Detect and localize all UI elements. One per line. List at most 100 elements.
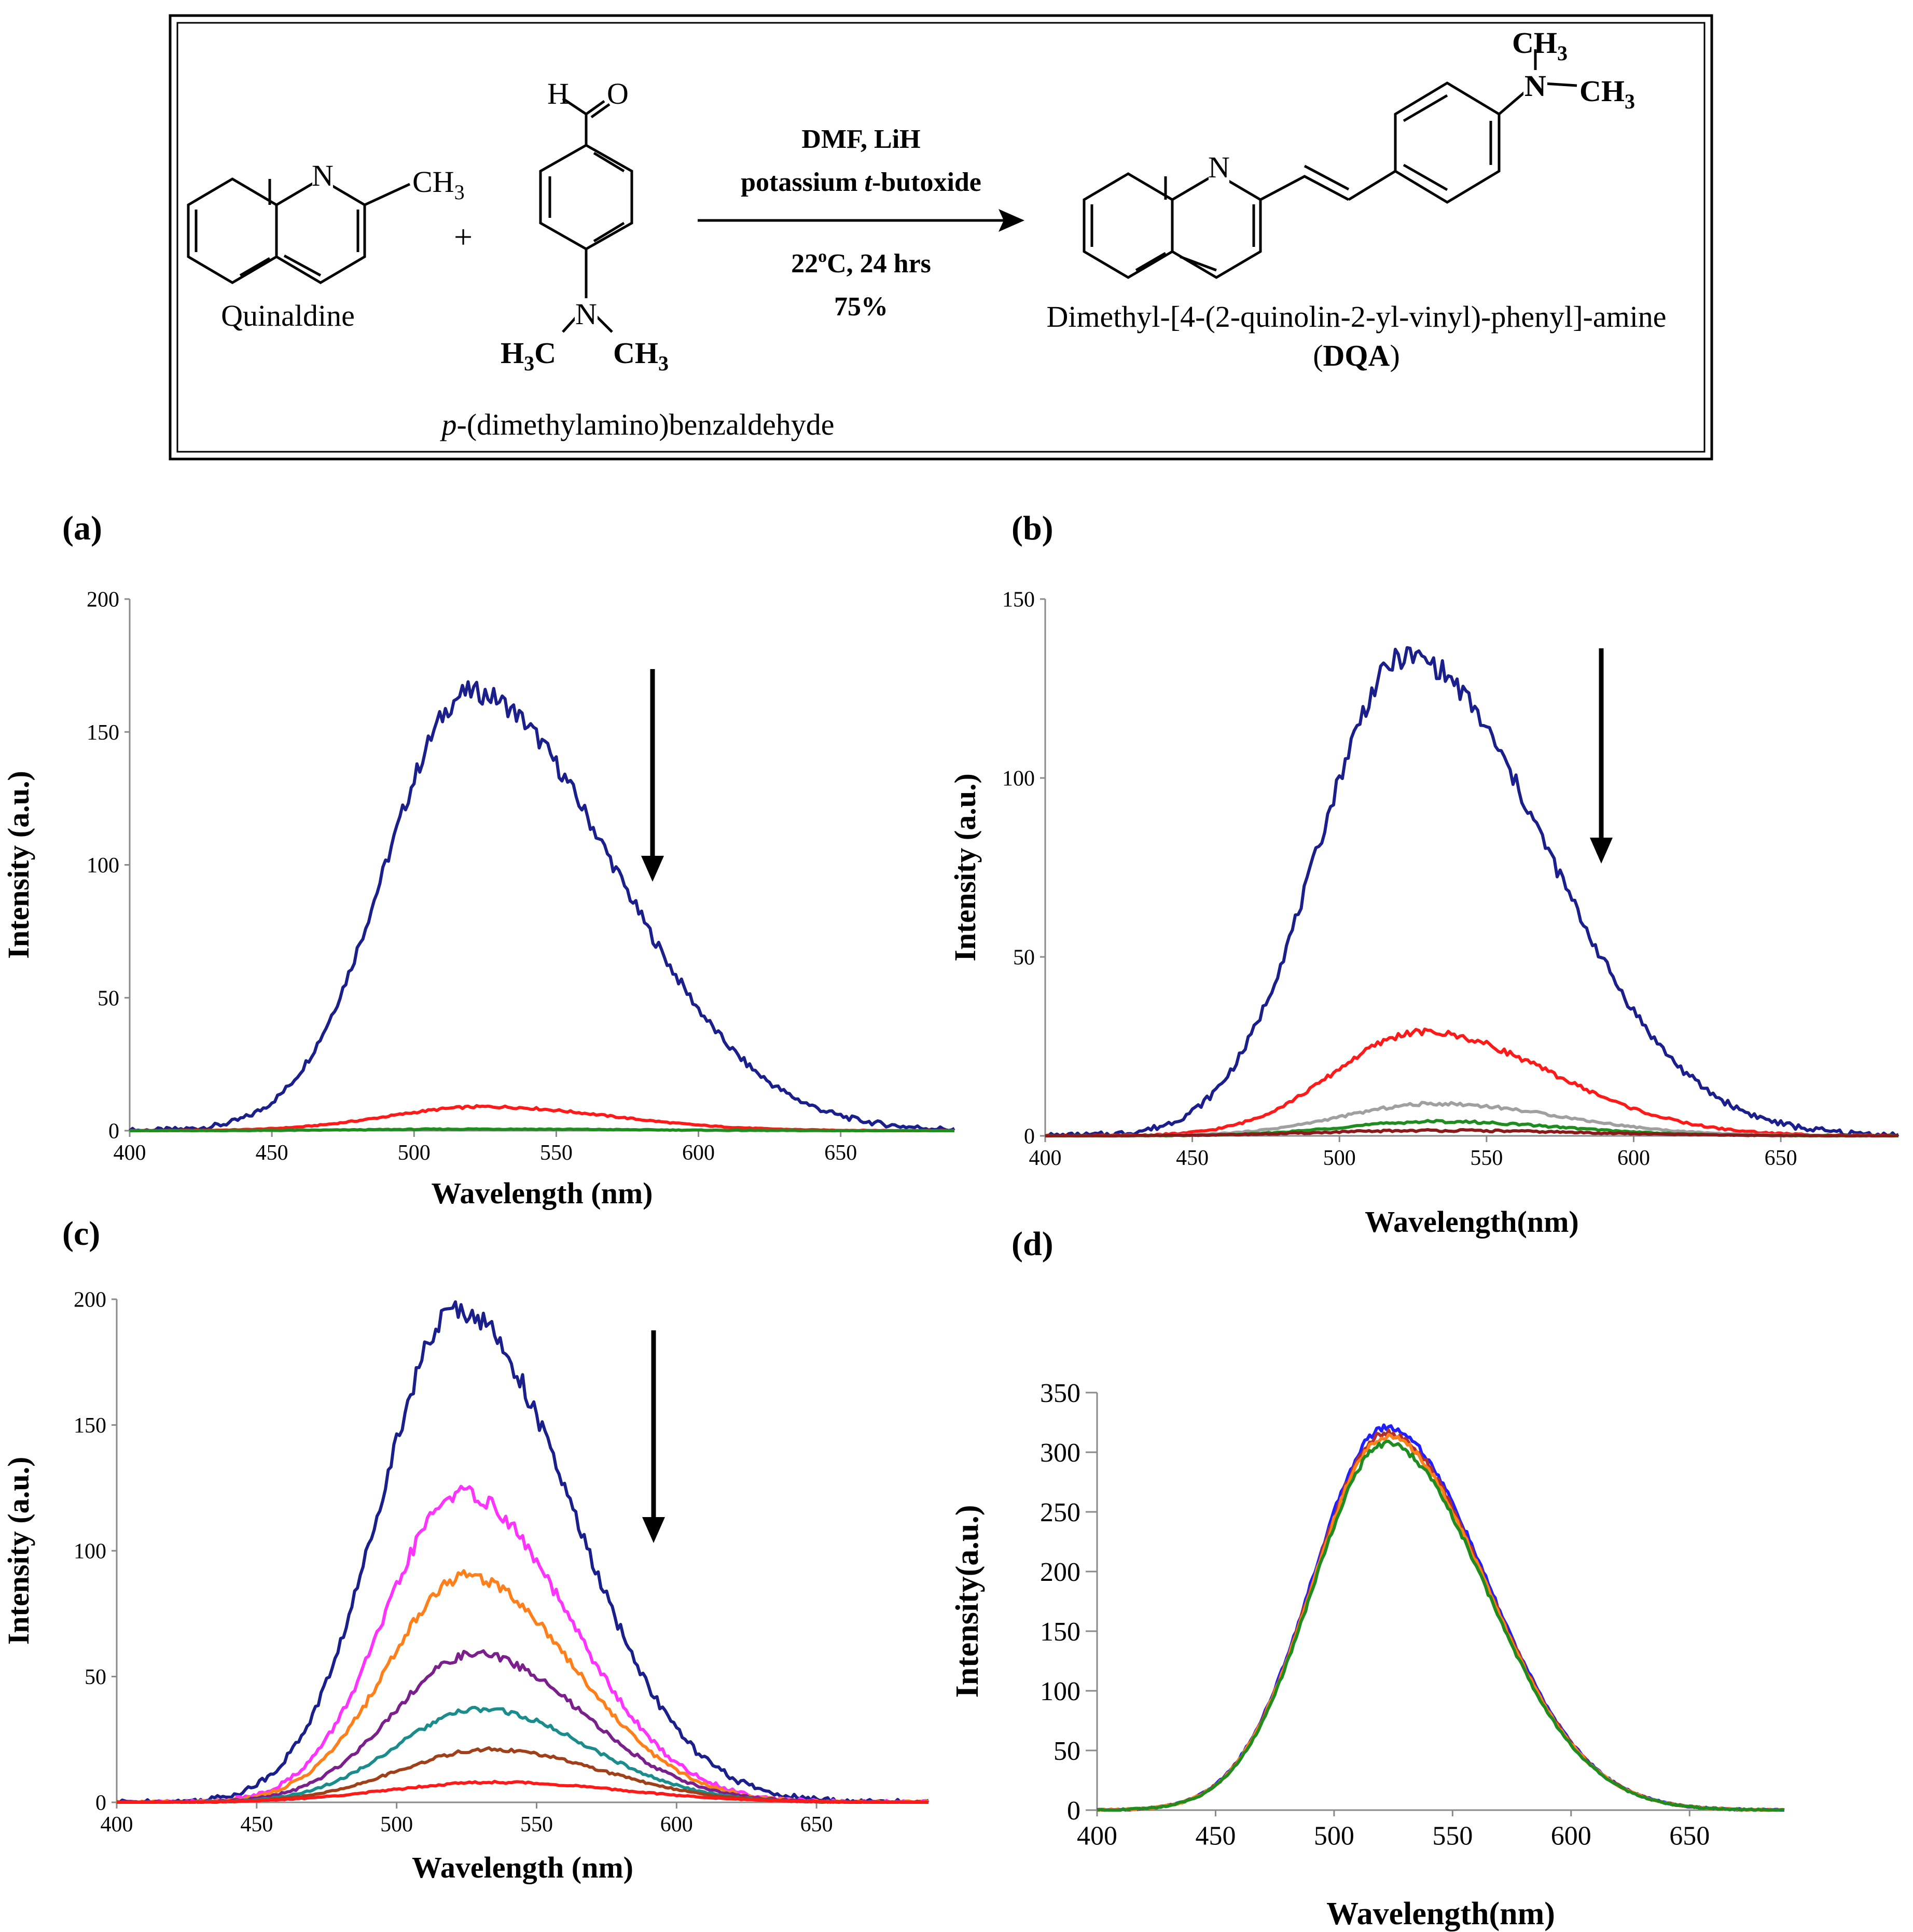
x-tick-label: 500 — [1314, 1822, 1354, 1851]
x-tick-label: 450 — [256, 1141, 288, 1165]
y-tick-label: 0 — [1067, 1796, 1080, 1826]
x-axis-label: Wavelength (nm) — [432, 1176, 653, 1210]
amine-ch3-label: CH3 — [613, 336, 669, 375]
y-tick-label: 200 — [87, 588, 119, 612]
dqa-ch3-top-label: CH3 — [1512, 26, 1568, 65]
y-tick-label: 150 — [1002, 588, 1035, 612]
reaction-arrowhead — [999, 209, 1024, 232]
y-tick-label: 50 — [1053, 1736, 1080, 1766]
condition-line-2: potassium t-butoxide — [741, 168, 981, 197]
quenching-arrowhead — [642, 1517, 665, 1543]
condition-line-3: 22oC, 24 hrs — [791, 247, 931, 279]
scheme-outer-border — [169, 14, 1713, 461]
quinaldine-name: Quinaldine — [221, 299, 355, 332]
panel-label: (b) — [1011, 509, 1053, 547]
quenching-arrowhead — [1590, 838, 1613, 864]
y-tick-label: 50 — [1013, 946, 1035, 970]
y-tick-label: 350 — [1040, 1379, 1080, 1408]
series-line-3 — [130, 1127, 954, 1132]
condition-line-4: 75% — [834, 292, 888, 322]
y-tick-label: 150 — [74, 1414, 106, 1438]
x-tick-label: 400 — [1077, 1822, 1117, 1851]
x-axis-label: Wavelength(nm) — [1365, 1205, 1578, 1239]
amine-n-label: N — [575, 297, 597, 331]
x-tick-label: 550 — [520, 1813, 553, 1837]
y-tick-label: 100 — [74, 1540, 106, 1564]
x-tick-label: 500 — [380, 1813, 413, 1837]
dqa-full-name: Dimethyl-[4-(2-quinolin-2-yl-vinyl)-phen… — [1046, 300, 1666, 333]
x-tick-label: 650 — [824, 1141, 857, 1165]
y-tick-label: 150 — [87, 721, 119, 745]
y-tick-label: 0 — [1024, 1125, 1035, 1149]
dqa-quinoline-n-label: N — [1208, 150, 1230, 184]
panel-d: (d) 0 50 100 150 200 250 300 350 400 450 500 550 600 6… — [950, 1225, 1785, 1931]
condition-line-1: DMF, LiH — [801, 124, 920, 154]
quenching-arrowhead — [641, 856, 664, 882]
x-tick-label: 400 — [1029, 1146, 1062, 1170]
x-tick-label: 500 — [1323, 1146, 1356, 1170]
x-axis-label: Wavelength(nm) — [1326, 1896, 1555, 1931]
y-axis-label: Intensity (a.u.) — [2, 1457, 35, 1645]
x-tick-label: 450 — [240, 1813, 273, 1837]
y-tick-label: 50 — [98, 986, 119, 1010]
series-line-5 — [1045, 1128, 1898, 1137]
y-tick-label: 100 — [87, 854, 119, 878]
dqa-ch3-right-label: CH3 — [1579, 74, 1635, 113]
quinaldine-ch3-label: CH3 — [412, 165, 465, 204]
x-tick-label: 400 — [114, 1141, 146, 1165]
x-tick-label: 600 — [1551, 1822, 1591, 1851]
panel-label: (a) — [62, 509, 102, 547]
series-line-4 — [116, 1649, 929, 1804]
y-axis-label: Intensity (a.u.) — [948, 773, 982, 962]
x-tick-label: 550 — [1470, 1146, 1503, 1170]
scheme-inner-border — [176, 22, 1706, 453]
y-tick-label: 50 — [85, 1665, 106, 1689]
aldehyde-h-label: H — [547, 77, 569, 110]
aldehyde-o-label: O — [607, 77, 629, 110]
x-tick-label: 650 — [1669, 1822, 1710, 1851]
series-line-1 — [116, 1300, 929, 1804]
plus-sign: + — [454, 218, 473, 255]
panel-label: (d) — [1011, 1225, 1053, 1263]
x-tick-label: 550 — [540, 1141, 573, 1165]
y-tick-label: 100 — [1040, 1677, 1080, 1706]
x-tick-label: 600 — [1617, 1146, 1650, 1170]
x-tick-label: 500 — [398, 1141, 431, 1165]
series-line-2 — [1045, 1027, 1898, 1137]
y-tick-label: 0 — [108, 1120, 119, 1144]
dqa-amine-n-label: N — [1524, 69, 1546, 103]
benzaldehyde-name: p-(dimethylamino)benzaldehyde — [440, 408, 835, 441]
dqa-structure — [1083, 49, 1577, 279]
x-tick-label: 600 — [660, 1813, 693, 1837]
y-tick-label: 200 — [1040, 1558, 1080, 1587]
y-tick-label: 100 — [1002, 767, 1035, 791]
x-tick-label: 650 — [800, 1813, 833, 1837]
series-line-3 — [116, 1569, 929, 1804]
x-tick-label: 400 — [101, 1813, 133, 1837]
y-axis-label: Intensity(a.u.) — [950, 1505, 985, 1698]
y-tick-label: 300 — [1040, 1438, 1080, 1468]
reaction-scheme: N CH3 Quinaldine + H O N H3C CH3 p-(dime… — [169, 14, 1713, 461]
quinaldine-n-label: N — [312, 159, 334, 192]
x-axis-label: Wavelength (nm) — [412, 1851, 633, 1884]
x-tick-label: 600 — [682, 1141, 715, 1165]
series-line-7 — [117, 1780, 928, 1804]
series-line-5 — [116, 1705, 929, 1804]
panel-a: (a) 0 50 100 150 200 400 450 500 550 600 650 Wavelen… — [2, 509, 955, 1210]
panel-c: (c) 0 50 100 150 200 400 450 500 550 600 650 Wavelen… — [2, 1215, 930, 1884]
quinaldine-structure — [187, 177, 411, 284]
series-line-1 — [129, 680, 955, 1132]
series-line-1 — [1045, 646, 1900, 1137]
panel-b: (b) 0 50 100 150 400 450 500 550 600 650 Wavelength… — [948, 509, 1900, 1239]
series-line-4 — [1097, 1439, 1785, 1812]
series-line-2 — [116, 1484, 930, 1804]
y-tick-label: 150 — [1040, 1617, 1080, 1647]
x-tick-label: 450 — [1176, 1146, 1209, 1170]
y-tick-label: 200 — [74, 1288, 106, 1312]
panel-label: (c) — [62, 1215, 100, 1253]
x-tick-label: 450 — [1195, 1822, 1236, 1851]
x-tick-label: 650 — [1765, 1146, 1797, 1170]
y-axis-label: Intensity (a.u.) — [2, 771, 35, 959]
y-tick-label: 0 — [95, 1791, 106, 1815]
